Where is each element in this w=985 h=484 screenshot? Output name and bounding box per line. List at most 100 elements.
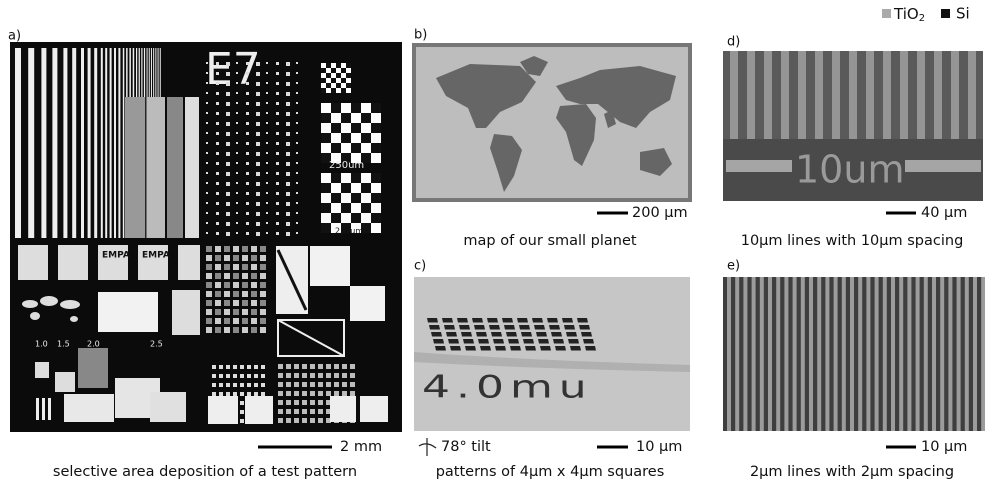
pattern [504, 325, 515, 330]
pattern [276, 212, 279, 215]
pattern [296, 142, 298, 144]
pattern [247, 392, 251, 396]
pattern [226, 132, 230, 136]
pattern [296, 152, 298, 154]
pattern [965, 277, 969, 431]
pattern [334, 382, 339, 387]
pattern [256, 102, 260, 106]
pattern [743, 277, 747, 431]
pattern [726, 160, 792, 172]
pattern [260, 300, 266, 306]
pattern [206, 202, 208, 204]
pattern [206, 112, 208, 114]
panel-label: e) [727, 259, 740, 274]
pattern [318, 382, 323, 387]
pattern [212, 365, 216, 369]
pattern [251, 282, 257, 288]
pattern [296, 62, 298, 64]
pattern [242, 273, 248, 279]
pattern [246, 192, 249, 195]
pattern [302, 418, 307, 423]
pattern [286, 222, 290, 226]
pattern [506, 332, 517, 337]
pattern-text: EMPA [102, 251, 130, 261]
pattern [266, 172, 268, 174]
pattern [98, 292, 158, 332]
pattern [28, 48, 34, 238]
pattern [216, 82, 219, 85]
pattern [326, 63, 331, 68]
pattern [226, 112, 230, 116]
pattern [768, 277, 772, 431]
pattern [226, 162, 230, 166]
pattern [266, 92, 268, 94]
pattern [216, 222, 219, 225]
pattern [286, 102, 290, 106]
pattern [185, 97, 199, 238]
pattern [233, 374, 237, 378]
pattern [236, 172, 238, 174]
pattern [361, 183, 371, 193]
pattern [278, 409, 283, 414]
pattern [246, 202, 249, 205]
pattern [226, 392, 230, 396]
pattern [256, 72, 260, 76]
pattern [256, 92, 260, 96]
pattern [450, 346, 461, 351]
pattern [276, 192, 279, 195]
pattern [346, 83, 351, 88]
pattern [233, 282, 239, 288]
pattern [278, 382, 283, 387]
pattern [206, 152, 208, 154]
scale-bar-label: 10 µm [921, 439, 967, 455]
legend-label: Si [956, 5, 970, 23]
pattern [242, 282, 248, 288]
pattern [276, 132, 279, 135]
pattern [577, 318, 588, 323]
pattern [172, 290, 200, 335]
pattern [226, 142, 230, 146]
pattern [286, 62, 290, 66]
pattern [266, 182, 268, 184]
pattern [286, 212, 290, 216]
pattern [321, 183, 331, 193]
pattern [256, 192, 260, 196]
pattern [296, 82, 298, 84]
pattern [331, 173, 341, 183]
pattern [296, 162, 298, 164]
pattern [215, 309, 221, 315]
pattern-text: 1.5 [57, 340, 70, 349]
pattern [842, 277, 846, 431]
pattern [242, 309, 248, 315]
pattern [538, 339, 549, 344]
pattern [326, 73, 331, 78]
pattern [246, 102, 249, 105]
pattern [246, 72, 249, 75]
pattern [216, 172, 219, 175]
pattern [219, 383, 223, 387]
pattern [216, 62, 219, 65]
pattern [216, 92, 219, 95]
pattern [206, 282, 212, 288]
pattern [240, 383, 244, 387]
pattern [251, 309, 257, 315]
pattern [321, 78, 326, 83]
pattern [261, 374, 265, 378]
pattern [435, 346, 446, 351]
pattern [294, 409, 299, 414]
pattern [973, 277, 977, 431]
pattern [341, 203, 351, 213]
pattern [276, 92, 279, 95]
pattern [286, 391, 291, 396]
pattern [480, 346, 491, 351]
pattern [286, 364, 291, 369]
pattern [278, 364, 283, 369]
pattern [247, 374, 251, 378]
pattern [334, 364, 339, 369]
pattern [981, 277, 985, 431]
pattern [899, 277, 903, 431]
pattern [286, 232, 290, 236]
pattern [350, 391, 355, 396]
pattern [540, 346, 551, 351]
pattern [883, 277, 887, 431]
